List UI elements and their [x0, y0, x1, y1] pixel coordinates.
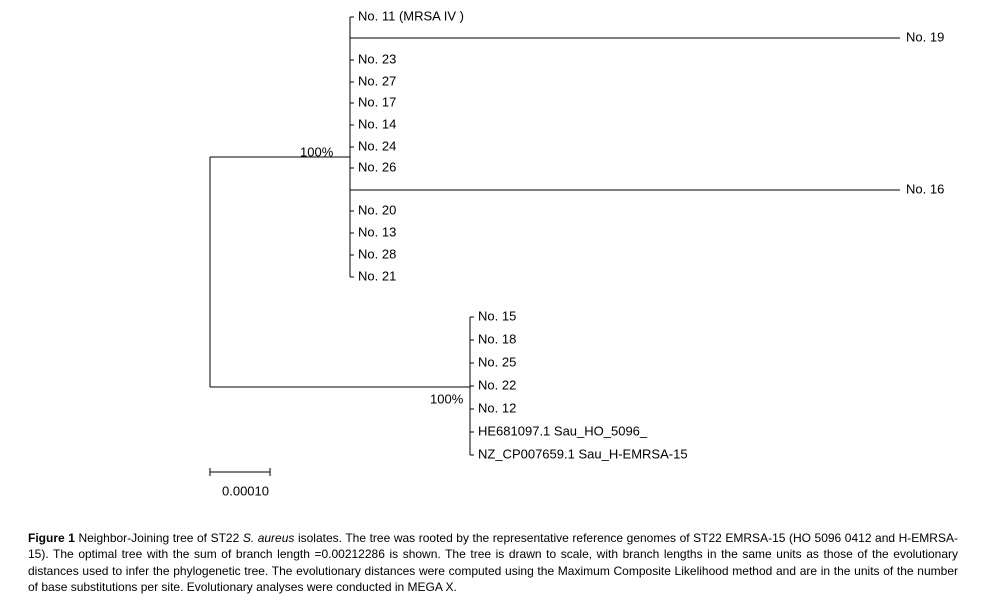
- leaf-label: No. 26: [358, 159, 396, 174]
- leaf-label: No. 24: [358, 138, 396, 153]
- leaf-label: No. 17: [358, 94, 396, 109]
- leaf-label: No. 16: [906, 181, 944, 196]
- support-label: 100%: [430, 391, 464, 406]
- phylogenetic-tree: No. 11 (MRSA IV ) No. 19 No. 23 No. 27 No. 1…: [0, 0, 986, 500]
- leaf-label: No. 14: [358, 116, 396, 131]
- leaf-label: No. 13: [358, 224, 396, 239]
- leaf-label: No. 18: [478, 331, 516, 346]
- figure-label: Figure 1: [28, 531, 75, 545]
- figure-container: { "tree": { "type": "tree", "stroke_colo…: [0, 0, 986, 607]
- leaf-label: HE681097.1 Sau_HO_5096_: [478, 423, 648, 438]
- leaf-label: No. 19: [906, 29, 944, 44]
- caption-lead: Neighbor-Joining tree of ST22: [75, 531, 243, 545]
- scale-label: 0.00010: [222, 483, 269, 498]
- leaf-label: No. 25: [478, 354, 516, 369]
- support-label: 100%: [300, 144, 334, 159]
- leaf-label: NZ_CP007659.1 Sau_H-EMRSA-15: [478, 446, 688, 461]
- figure-caption: Figure 1 Neighbor-Joining tree of ST22 S…: [28, 530, 958, 595]
- leaf-label: No. 20: [358, 202, 396, 217]
- leaf-label: No. 21: [358, 268, 396, 283]
- leaf-label: No. 27: [358, 73, 396, 88]
- leaf-label: No. 22: [478, 377, 516, 392]
- caption-taxon: S. aureus: [243, 531, 295, 545]
- leaf-label: No. 15: [478, 308, 516, 323]
- leaf-label: No. 28: [358, 246, 396, 261]
- leaf-label: No. 23: [358, 51, 396, 66]
- leaf-label: No. 11 (MRSA IV ): [358, 8, 464, 23]
- leaf-label: No. 12: [478, 400, 516, 415]
